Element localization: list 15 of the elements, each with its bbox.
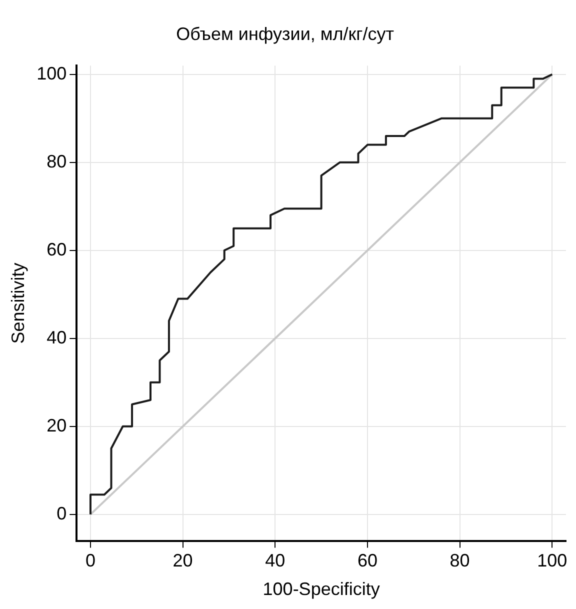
y-tick-label: 80: [46, 151, 67, 172]
chart-title: Объем инфузии, мл/кг/сут: [176, 24, 394, 44]
x-tick-label: 40: [265, 550, 286, 571]
y-tick-label: 100: [36, 63, 67, 84]
x-tick-label: 100: [537, 550, 568, 571]
y-axis-title: Sensitivity: [8, 262, 28, 344]
y-tick-label: 60: [46, 239, 67, 260]
y-tick-label: 0: [56, 503, 67, 524]
x-axis-title: 100-Specificity: [262, 579, 380, 600]
x-tick-label: 80: [450, 550, 470, 571]
y-tick-label: 20: [46, 415, 67, 436]
x-tick-label: 60: [357, 550, 378, 571]
x-tick-label: 0: [85, 550, 96, 571]
y-tick-label: 40: [46, 327, 67, 348]
x-tick-label: 20: [172, 550, 193, 571]
